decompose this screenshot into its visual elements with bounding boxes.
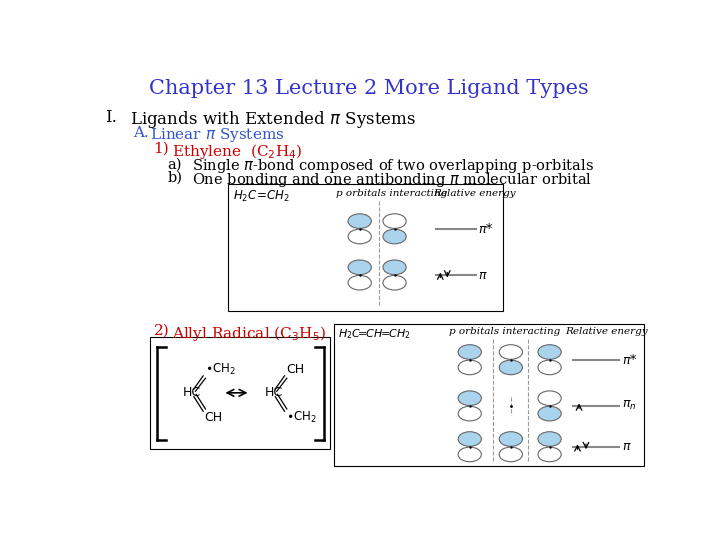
- Text: $H_2C\!=\!CH_2$: $H_2C\!=\!CH_2$: [233, 189, 289, 204]
- Ellipse shape: [458, 447, 482, 462]
- Ellipse shape: [383, 260, 406, 275]
- Ellipse shape: [538, 447, 561, 462]
- Ellipse shape: [383, 214, 406, 228]
- Ellipse shape: [348, 229, 372, 244]
- Text: Relative energy: Relative energy: [433, 189, 516, 198]
- Text: Chapter 13 Lecture 2 More Ligand Types: Chapter 13 Lecture 2 More Ligand Types: [149, 79, 589, 98]
- Ellipse shape: [538, 345, 561, 359]
- Text: 1): 1): [153, 142, 169, 156]
- Text: HC: HC: [183, 386, 201, 399]
- Ellipse shape: [348, 214, 372, 228]
- Text: Relative energy: Relative energy: [565, 327, 648, 336]
- Ellipse shape: [458, 431, 482, 447]
- Text: $\pi_n$: $\pi_n$: [622, 400, 637, 413]
- Text: One bonding and one antibonding $\pi$ molecular orbital: One bonding and one antibonding $\pi$ mo…: [192, 171, 593, 189]
- Ellipse shape: [499, 345, 523, 359]
- Ellipse shape: [458, 345, 482, 359]
- Ellipse shape: [538, 391, 561, 406]
- Text: $\bullet$CH$_2$: $\bullet$CH$_2$: [204, 362, 235, 377]
- Ellipse shape: [538, 360, 561, 375]
- Bar: [150, 338, 330, 449]
- Text: a): a): [168, 157, 182, 171]
- Text: $\pi$: $\pi$: [478, 268, 488, 281]
- Ellipse shape: [499, 431, 523, 447]
- Text: Ligands with Extended $\pi$ Systems: Ligands with Extended $\pi$ Systems: [130, 110, 416, 131]
- Bar: [334, 323, 644, 466]
- Ellipse shape: [348, 260, 372, 275]
- Text: CH: CH: [204, 411, 222, 424]
- Ellipse shape: [383, 229, 406, 244]
- Ellipse shape: [383, 275, 406, 290]
- Ellipse shape: [538, 406, 561, 421]
- Ellipse shape: [458, 360, 482, 375]
- Ellipse shape: [458, 391, 482, 406]
- Text: CH: CH: [286, 363, 305, 376]
- Text: Ethylene  (C$_2$H$_4$): Ethylene (C$_2$H$_4$): [172, 142, 302, 161]
- Text: Single $\pi$-bond composed of two overlapping p-orbitals: Single $\pi$-bond composed of two overla…: [192, 157, 594, 175]
- Text: $\pi$: $\pi$: [622, 440, 632, 453]
- Text: $H_2C\!\!=\!\!CH\!\!=\!\!CH_2$: $H_2C\!\!=\!\!CH\!\!=\!\!CH_2$: [338, 327, 410, 341]
- Text: b): b): [168, 171, 182, 185]
- Text: $\pi$*: $\pi$*: [478, 222, 494, 236]
- Text: $\bullet$CH$_2$: $\bullet$CH$_2$: [286, 410, 317, 425]
- Ellipse shape: [538, 431, 561, 447]
- Text: HC: HC: [264, 386, 282, 399]
- Text: A.: A.: [132, 126, 148, 140]
- Text: p orbitals interacting: p orbitals interacting: [336, 189, 448, 198]
- Text: Allyl Radical (C$_3$H$_5$): Allyl Radical (C$_3$H$_5$): [172, 323, 326, 342]
- Text: 2): 2): [153, 323, 169, 338]
- Ellipse shape: [499, 447, 523, 462]
- Bar: [228, 184, 503, 311]
- Ellipse shape: [499, 360, 523, 375]
- Ellipse shape: [348, 275, 372, 290]
- Text: Linear $\pi$ Systems: Linear $\pi$ Systems: [150, 126, 285, 144]
- Text: I.: I.: [106, 110, 117, 126]
- Text: $\pi$*: $\pi$*: [622, 353, 638, 367]
- Ellipse shape: [458, 406, 482, 421]
- Text: p orbitals interacting: p orbitals interacting: [449, 327, 560, 336]
